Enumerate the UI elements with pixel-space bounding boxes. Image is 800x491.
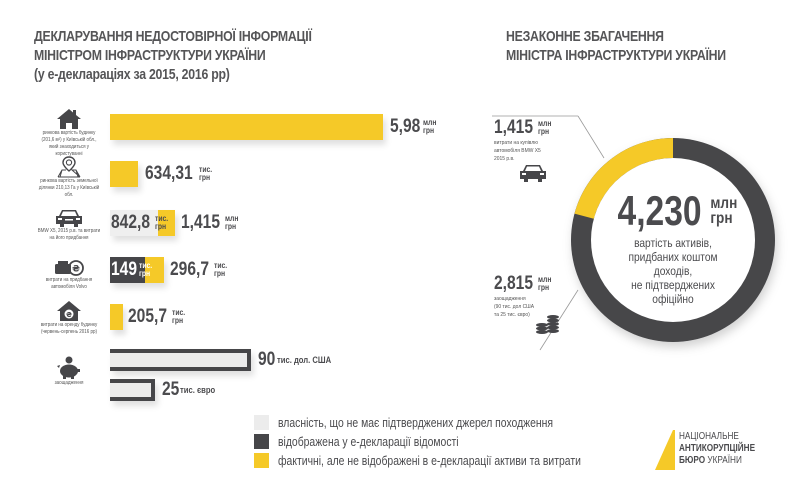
- total-desc-line2: придбаних коштом доходів,: [628, 250, 718, 278]
- right-title: НЕЗАКОННЕ ЗБАГАЧЕННЯ МІНІСТРА ІНФРАСТРУК…: [506, 27, 726, 65]
- coins-icon: [536, 315, 559, 334]
- left-title-line3: (у е-деклараціях за 2015, 2016 рр): [34, 66, 230, 83]
- bar-car-bmw-declared: [110, 210, 158, 236]
- left-title-line2: МІНІСТРОМ ІНФРАСТРУКТУРИ УКРАЇНИ: [34, 47, 266, 64]
- logo-mark-icon: [655, 430, 675, 470]
- row-caption: BMW X5, 2015 р.в. та витрати на його при…: [37, 228, 101, 241]
- callout-car-caption: автомобіля BMW X5: [494, 148, 541, 154]
- callout-savings: 2,815 млн грн заощадження (90 тис. дол СШ…: [494, 273, 562, 340]
- row-savings: заощадження: [34, 356, 104, 387]
- value-house: 5,98 млн грн: [390, 116, 437, 137]
- callout-savings-value: 2,815: [494, 273, 533, 294]
- row-car-bmw: BMW X5, 2015 р.в. та витрати на його при…: [34, 208, 104, 242]
- legend-label: відображена у е-декларації відомості: [278, 434, 459, 449]
- bar-house-rent-undeclared: [110, 304, 123, 330]
- donut-hole: [591, 158, 755, 322]
- row-caption: витрати на оренду будинку (червень-серпе…: [40, 322, 98, 335]
- right-title-line2: МІНІСТРА ІНФРАСТРУКТУРИ УКРАЇНИ: [506, 47, 726, 64]
- callout-car-caption: 2015 р.в.: [494, 156, 515, 162]
- callout-car: 1,415 млн грн витрати на купівлю автомобі…: [494, 117, 553, 188]
- callout-savings-caption: (90 тис. дол США: [494, 304, 535, 310]
- row-house: ринкова вартість будинку (201,6 м²) у Ки…: [34, 108, 104, 158]
- svg-text:₴: ₴: [66, 311, 72, 319]
- left-title: ДЕКЛАРУВАННЯ НЕДОСТОВІРНОЇ ІНФОРМАЦІЇ МІ…: [34, 27, 312, 84]
- donut-center: 4,230 млн грн вартість активів, придбани…: [598, 187, 748, 307]
- logo-line3b: УКРАЇНИ: [707, 455, 742, 466]
- row-caption: витрати на придбання автомобіля Volvo: [45, 277, 93, 290]
- legend-item-declared: відображена у е-декларації відомості: [254, 434, 504, 449]
- donut-chart: [571, 138, 775, 342]
- legend-swatch: [254, 415, 269, 430]
- value-house-rent: 205,7 тис. грн: [128, 306, 185, 327]
- car-icon: [520, 165, 546, 182]
- total-value: 4,230: [617, 187, 702, 234]
- total-unit-bottom: грн: [710, 210, 733, 227]
- row-caption: ринкова вартість земельної ділянки 210,1…: [38, 178, 100, 198]
- callout-car-value: 1,415: [494, 117, 533, 138]
- house-rent-icon: ₴: [57, 301, 81, 321]
- bar-savings-eur: [110, 379, 155, 401]
- row-house-rent: ₴ витрати на оренду будинку (червень-сер…: [34, 300, 104, 336]
- value-savings-usd: 90 тис. дол. США: [258, 349, 332, 370]
- value-car-volvo-declared: 149 тис. грн: [111, 259, 152, 280]
- callout-savings-caption: та 25 тис. євро): [494, 312, 530, 318]
- svg-text:₴: ₴: [72, 265, 80, 275]
- total-unit-top: млн: [710, 195, 738, 212]
- legend-swatch: [254, 453, 269, 468]
- legend-label: власність, що не має підтверджених джере…: [278, 415, 554, 430]
- left-title-line1: ДЕКЛАРУВАННЯ НЕДОСТОВІРНОЇ ІНФОРМАЦІЇ: [34, 28, 312, 45]
- car-money-icon: ₴: [55, 260, 84, 276]
- row-land: ринкова вартість земельної ділянки 210,1…: [34, 156, 104, 199]
- legend-item-unconfirmed: власність, що не має підтверджених джере…: [254, 415, 622, 430]
- piggy-bank-icon: [57, 356, 80, 379]
- row-car-volvo: ₴ витрати на придбання автомобіля Volvo: [34, 259, 104, 291]
- total-desc-line3: не підтверджених офіційно: [631, 278, 715, 306]
- legend-label: фактичні, але не відображені в е-деклара…: [278, 453, 581, 468]
- logo-line2: АНТИКОРУПЦІЙНЕ: [679, 443, 756, 454]
- legend-item-undeclared: фактичні, але не відображені в е-деклара…: [254, 453, 657, 468]
- bar-house-undeclared: [110, 114, 383, 140]
- total-desc-line1: вартість активів,: [634, 236, 712, 250]
- row-caption: заощадження: [54, 380, 84, 386]
- value-savings-eur: 25 тис. євро: [162, 379, 216, 400]
- callout-savings-caption: заощадження: [494, 296, 526, 302]
- right-title-line1: НЕЗАКОННЕ ЗБАГАЧЕННЯ: [506, 28, 664, 45]
- bar-savings-usd: [110, 349, 251, 371]
- legend-swatch: [254, 434, 269, 449]
- logo-line3a: БЮРО: [679, 455, 706, 466]
- callout-lines: [492, 115, 605, 351]
- value-car-volvo-actual: 296,7 тис. грн: [170, 259, 227, 280]
- bar-car-volvo-declared: [110, 257, 145, 283]
- value-land: 634,31 тис. грн: [145, 163, 213, 184]
- donut-segment-car: [574, 138, 673, 219]
- callout-car-caption: витрати на купівлю: [494, 140, 538, 146]
- bar-land-undeclared: [110, 161, 138, 187]
- car-icon: [56, 210, 82, 227]
- value-car-bmw-declared: 842,8 тис. грн: [111, 212, 168, 233]
- house-icon: [57, 109, 81, 129]
- value-car-bmw-actual: 1,415 млн грн: [181, 212, 239, 233]
- logo-line1: НАЦІОНАЛЬНЕ: [679, 431, 739, 442]
- row-caption: ринкова вартість будинку (201,6 м²) у Ки…: [41, 130, 97, 157]
- land-plot-icon: [57, 156, 81, 178]
